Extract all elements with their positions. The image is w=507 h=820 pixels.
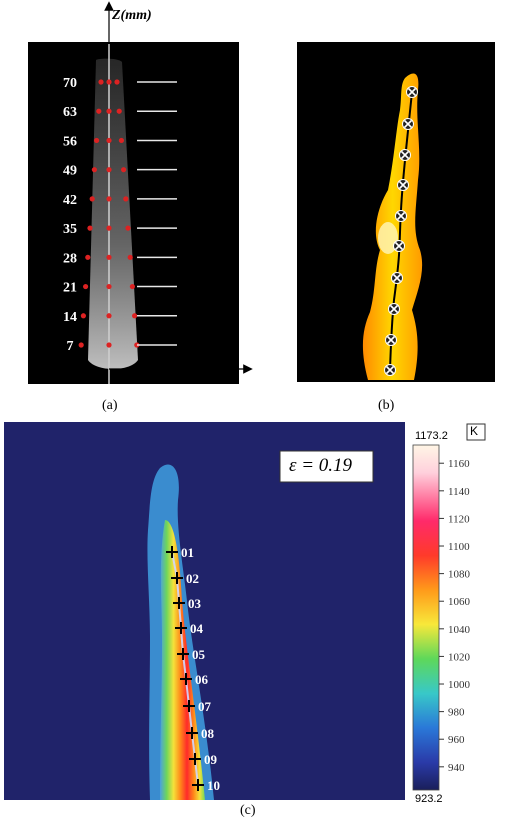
measurement-dot: [83, 283, 89, 290]
measurement-dot: [134, 342, 140, 348]
scale-tick-label: 960: [448, 734, 465, 746]
centerline-marker: [388, 303, 400, 315]
measurement-point: [180, 673, 192, 685]
point-label: 07: [198, 699, 212, 714]
z-tick-label: 35: [63, 222, 77, 237]
measurement-dot: [96, 108, 102, 114]
scale-max-label: 1173.2: [415, 430, 448, 442]
measurement-dot: [121, 167, 127, 173]
point-label: 01: [181, 545, 194, 560]
point-label: 06: [195, 672, 209, 687]
measurement-point: [173, 597, 185, 609]
z-tick-label: 56: [63, 134, 77, 149]
centerline-marker: [406, 86, 418, 98]
measurement-point: [189, 753, 201, 765]
scale-tick-label: 1040: [448, 624, 471, 636]
measurement-dot: [87, 225, 93, 231]
measurement-point: [192, 779, 204, 791]
centerline-marker: [397, 179, 409, 191]
measurement-point: [177, 648, 189, 660]
measurement-dot: [106, 79, 112, 85]
measurement-dot: [106, 254, 112, 260]
measurement-dot: [89, 196, 95, 202]
scale-min-label: 923.2: [415, 793, 443, 805]
panel-c-label: (c): [240, 803, 256, 818]
emissivity-box: [279, 450, 374, 483]
unit-label: K: [470, 424, 479, 438]
measurement-dot: [114, 79, 120, 85]
measurement-point: [183, 700, 195, 712]
color-scale-bar: [412, 444, 440, 791]
measurement-point: [186, 727, 198, 739]
scale-tick-label: 1160: [448, 458, 470, 470]
scale-tick-label: 1080: [448, 569, 471, 581]
centerline-marker: [391, 272, 403, 284]
measurement-dot: [106, 342, 112, 348]
centerline-marker: [395, 210, 407, 222]
point-label: 04: [190, 621, 204, 636]
measurement-dot: [85, 254, 91, 260]
measurement-dot: [125, 225, 131, 231]
point-label: 05: [192, 647, 206, 662]
scale-tick-label: 1020: [448, 651, 471, 663]
measurement-dot: [106, 196, 112, 202]
measurement-point: [175, 622, 187, 634]
panel-b-figure: [297, 42, 495, 382]
centerline-marker: [399, 149, 411, 161]
measurement-dot: [78, 342, 84, 348]
point-label: 02: [186, 571, 199, 586]
measurement-point: [166, 546, 178, 558]
emissivity-text: ε = 0.19: [289, 455, 353, 476]
measurement-dot: [94, 137, 100, 144]
scale-tick-label: 1060: [448, 596, 471, 608]
centerline-marker: [393, 240, 405, 252]
z-axis-label: Z(mm): [112, 8, 152, 23]
point-label: 09: [204, 752, 218, 767]
thermal-centerline: [171, 551, 199, 786]
measurement-dot: [116, 108, 122, 114]
z-tick-label: 49: [63, 164, 77, 179]
panel-a-label: (a): [102, 398, 118, 413]
z-tick-label: 42: [63, 193, 77, 208]
measurement-dot: [127, 254, 133, 260]
scale-tick-label: 1140: [448, 486, 470, 498]
measurement-dot: [91, 167, 97, 173]
measurement-dot: [132, 313, 138, 319]
z-tick-label: 70: [63, 76, 77, 91]
z-tick-label: 63: [63, 105, 77, 120]
z-tick-label: 14: [63, 310, 77, 325]
centerline-marker: [384, 364, 396, 376]
panel-a-figure: 70 63 56 49 42 35 28 21 14 7: [28, 1, 253, 384]
measurement-dot: [106, 108, 112, 114]
measurement-point: [171, 572, 183, 584]
point-label: 10: [207, 778, 220, 793]
scale-tick-label: 1000: [448, 679, 471, 691]
scale-tick-label: 940: [448, 762, 465, 774]
measurement-dot: [123, 196, 129, 202]
measurement-dot: [106, 283, 112, 290]
scale-tick-label: 1120: [448, 513, 470, 525]
point-label: 08: [201, 726, 215, 741]
scale-tick-label: 1100: [448, 541, 470, 553]
z-tick-label: 28: [63, 251, 77, 266]
scale-tick-label: 980: [448, 707, 465, 719]
centerline-marker: [402, 118, 414, 130]
z-tick-label: 7: [67, 339, 74, 354]
x-axis-label: X(mm): [198, 358, 239, 373]
flame-glow: [88, 58, 138, 370]
measurement-dot: [129, 283, 135, 290]
measurement-dot: [106, 313, 112, 319]
point-label: 03: [188, 596, 202, 611]
centerline-marker: [385, 334, 397, 346]
measurement-dot: [106, 137, 112, 144]
measurement-dot: [106, 167, 112, 173]
unit-box: [466, 423, 486, 441]
measurement-dot: [80, 313, 86, 319]
measurement-dot: [118, 137, 124, 144]
measurement-dot: [106, 225, 112, 231]
measurement-dot: [98, 79, 104, 85]
z-tick-label: 21: [63, 281, 77, 296]
panel-b-label: (b): [378, 398, 395, 413]
